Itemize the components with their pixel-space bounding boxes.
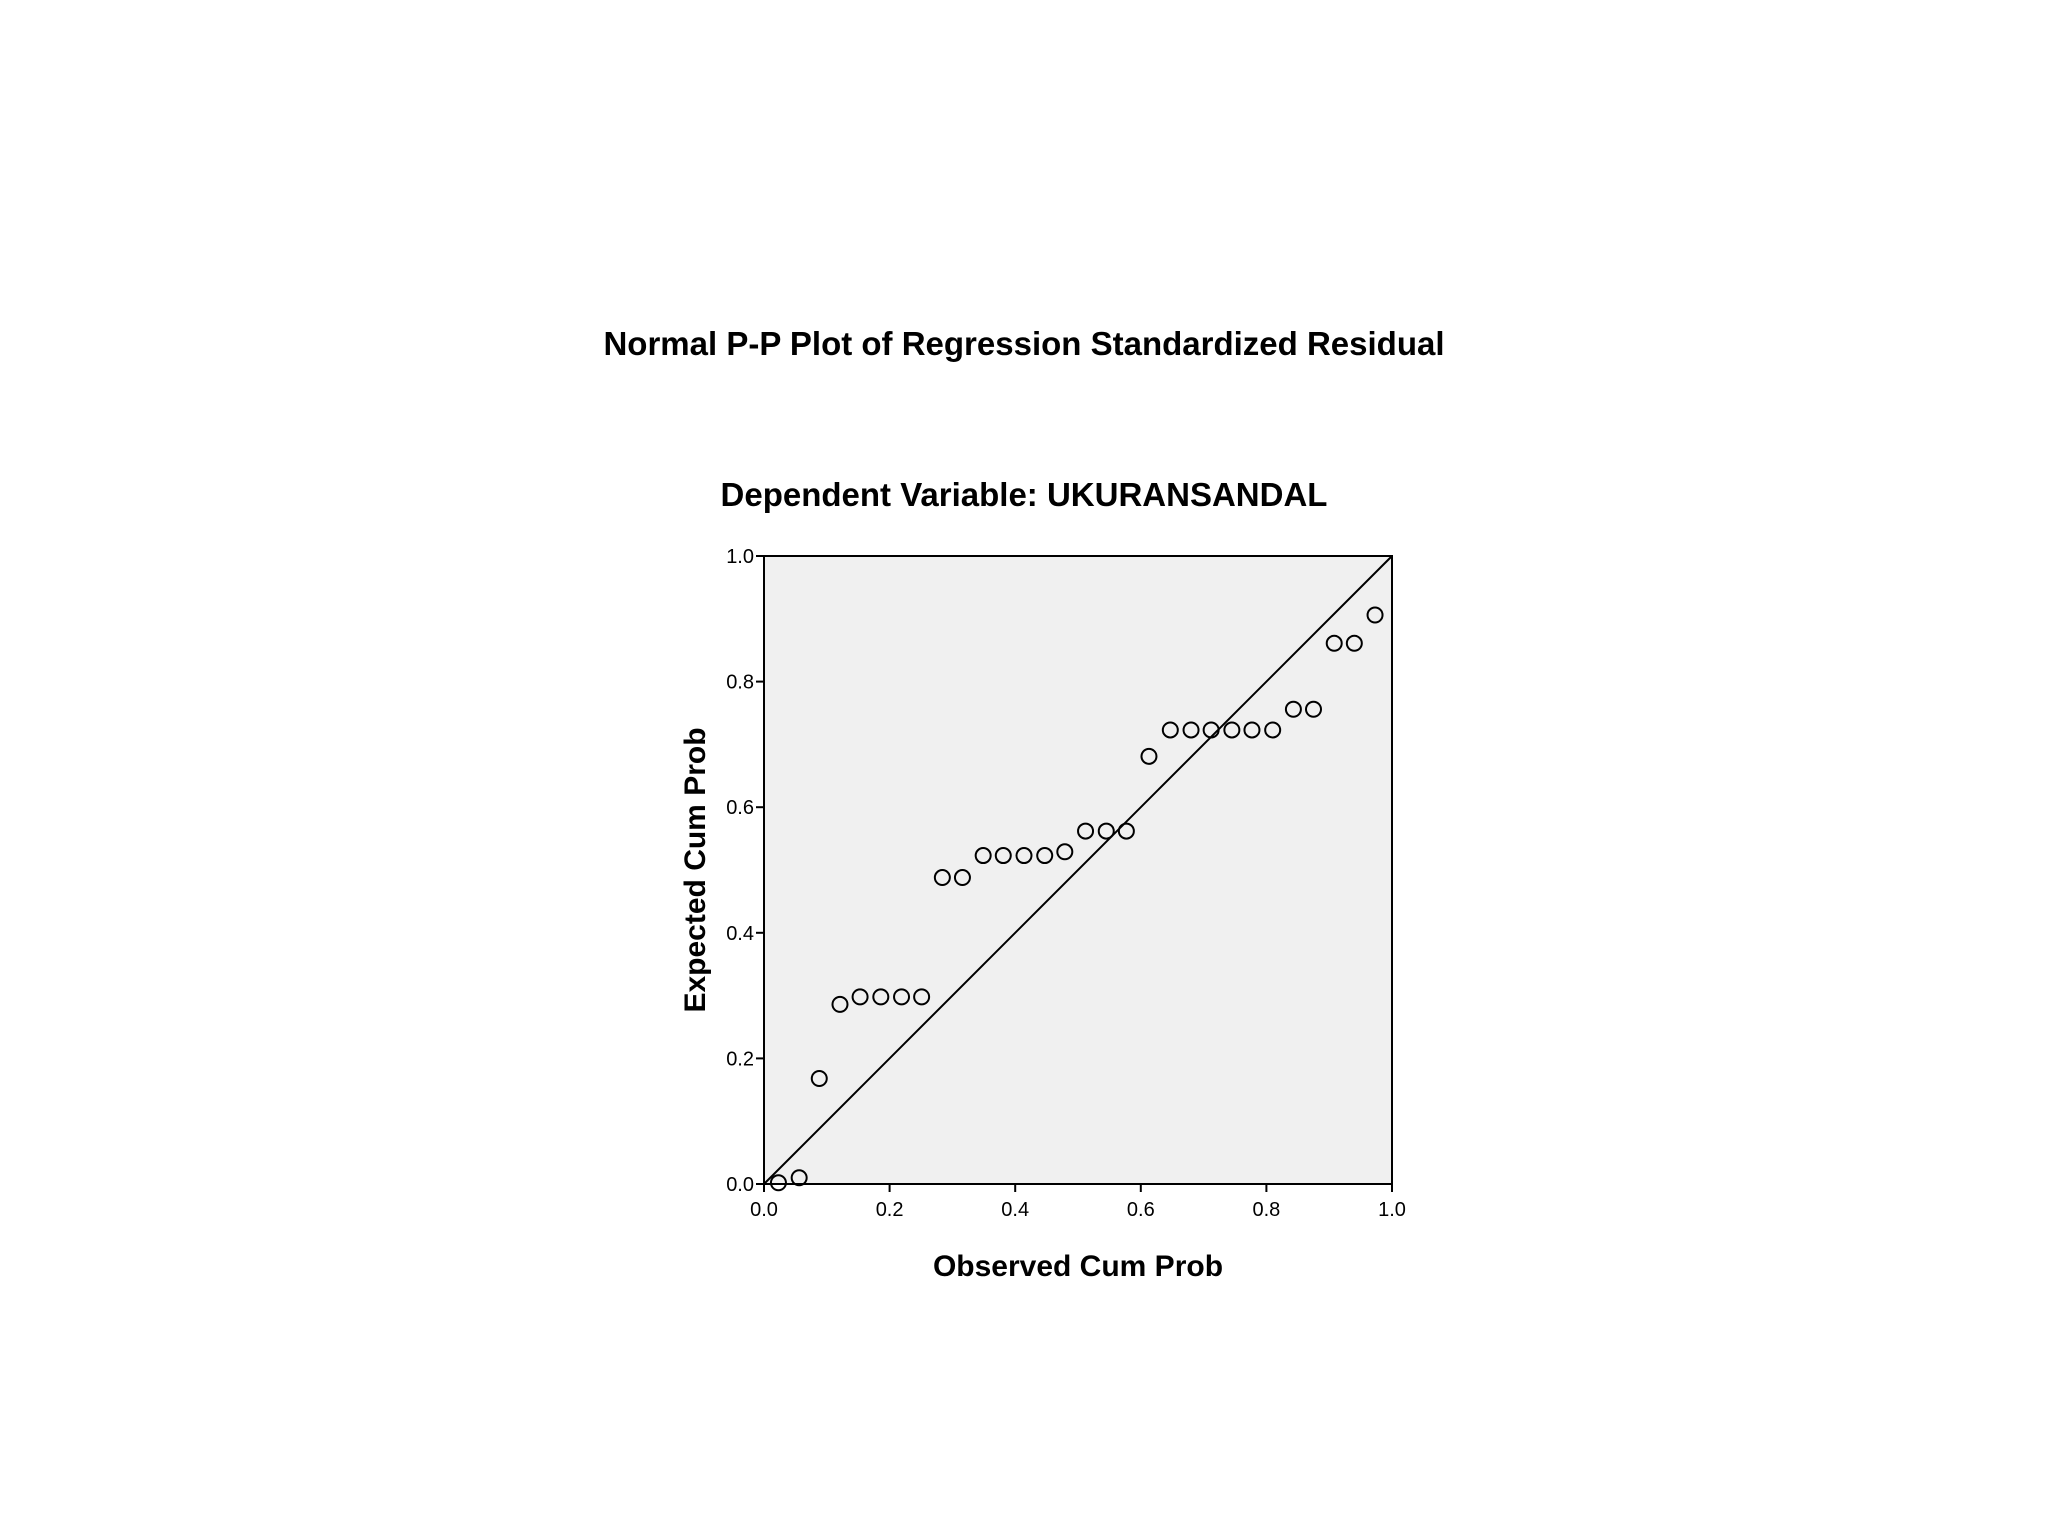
- x-tick-label: 0.6: [1127, 1199, 1155, 1221]
- chart-subtitle: Dependent Variable: UKURANSANDAL: [720, 476, 1328, 513]
- data-point: [851, 988, 869, 1006]
- data-points: [769, 606, 1384, 1192]
- data-point: [953, 869, 971, 887]
- y-axis-label: Expected Cum Prob: [679, 727, 712, 1012]
- y-tick-label: 0.2: [726, 1048, 754, 1070]
- data-point: [1161, 721, 1179, 739]
- data-point: [1305, 700, 1322, 718]
- data-point: [913, 988, 931, 1006]
- y-axis: 0.0 0.2 0.4 0.6 0.8 1.0: [726, 546, 764, 1196]
- data-point: [933, 869, 951, 887]
- data-point: [831, 995, 849, 1013]
- data-point: [893, 988, 911, 1006]
- data-point: [974, 847, 992, 865]
- data-point: [1223, 721, 1241, 739]
- data-point: [1036, 847, 1054, 865]
- data-point: [1325, 634, 1343, 652]
- data-point: [1243, 721, 1261, 739]
- data-point: [1345, 634, 1363, 652]
- data-point: [1056, 843, 1074, 861]
- x-tick-label: 1.0: [1378, 1199, 1406, 1221]
- data-point: [872, 988, 890, 1006]
- data-point: [994, 847, 1012, 865]
- reference-line-layer: [763, 555, 1393, 1185]
- y-tick-label: 0.0: [726, 1174, 754, 1196]
- y-tick-label: 0.8: [726, 672, 754, 694]
- data-point: [1366, 606, 1384, 624]
- data-point: [1182, 721, 1200, 739]
- data-point: [790, 1169, 808, 1187]
- y-tick-label: 0.4: [726, 923, 754, 945]
- data-point: [1284, 700, 1302, 718]
- data-point: [1202, 721, 1220, 739]
- x-tick-label: 0.4: [1001, 1199, 1029, 1221]
- data-point: [1117, 822, 1135, 840]
- data-point: [810, 1069, 828, 1087]
- x-tick-label: 0.0: [750, 1199, 778, 1221]
- x-axis-label: Observed Cum Prob: [933, 1250, 1223, 1283]
- data-point: [1077, 822, 1095, 840]
- x-tick-label: 0.8: [1252, 1199, 1280, 1221]
- x-axis: 0.0 0.2 0.4 0.6 0.8 1.0: [750, 1184, 1406, 1221]
- chart-title: Normal P-P Plot of Regression Standardiz…: [603, 325, 1445, 362]
- reference-line: [763, 555, 1393, 1185]
- data-point: [1015, 847, 1033, 865]
- y-tick-label: 1.0: [726, 546, 754, 568]
- data-point: [1097, 822, 1115, 840]
- y-tick-label: 0.6: [726, 797, 754, 819]
- data-point: [769, 1174, 787, 1192]
- data-point: [1264, 721, 1282, 739]
- data-point: [1140, 747, 1158, 765]
- x-tick-label: 0.2: [876, 1199, 904, 1221]
